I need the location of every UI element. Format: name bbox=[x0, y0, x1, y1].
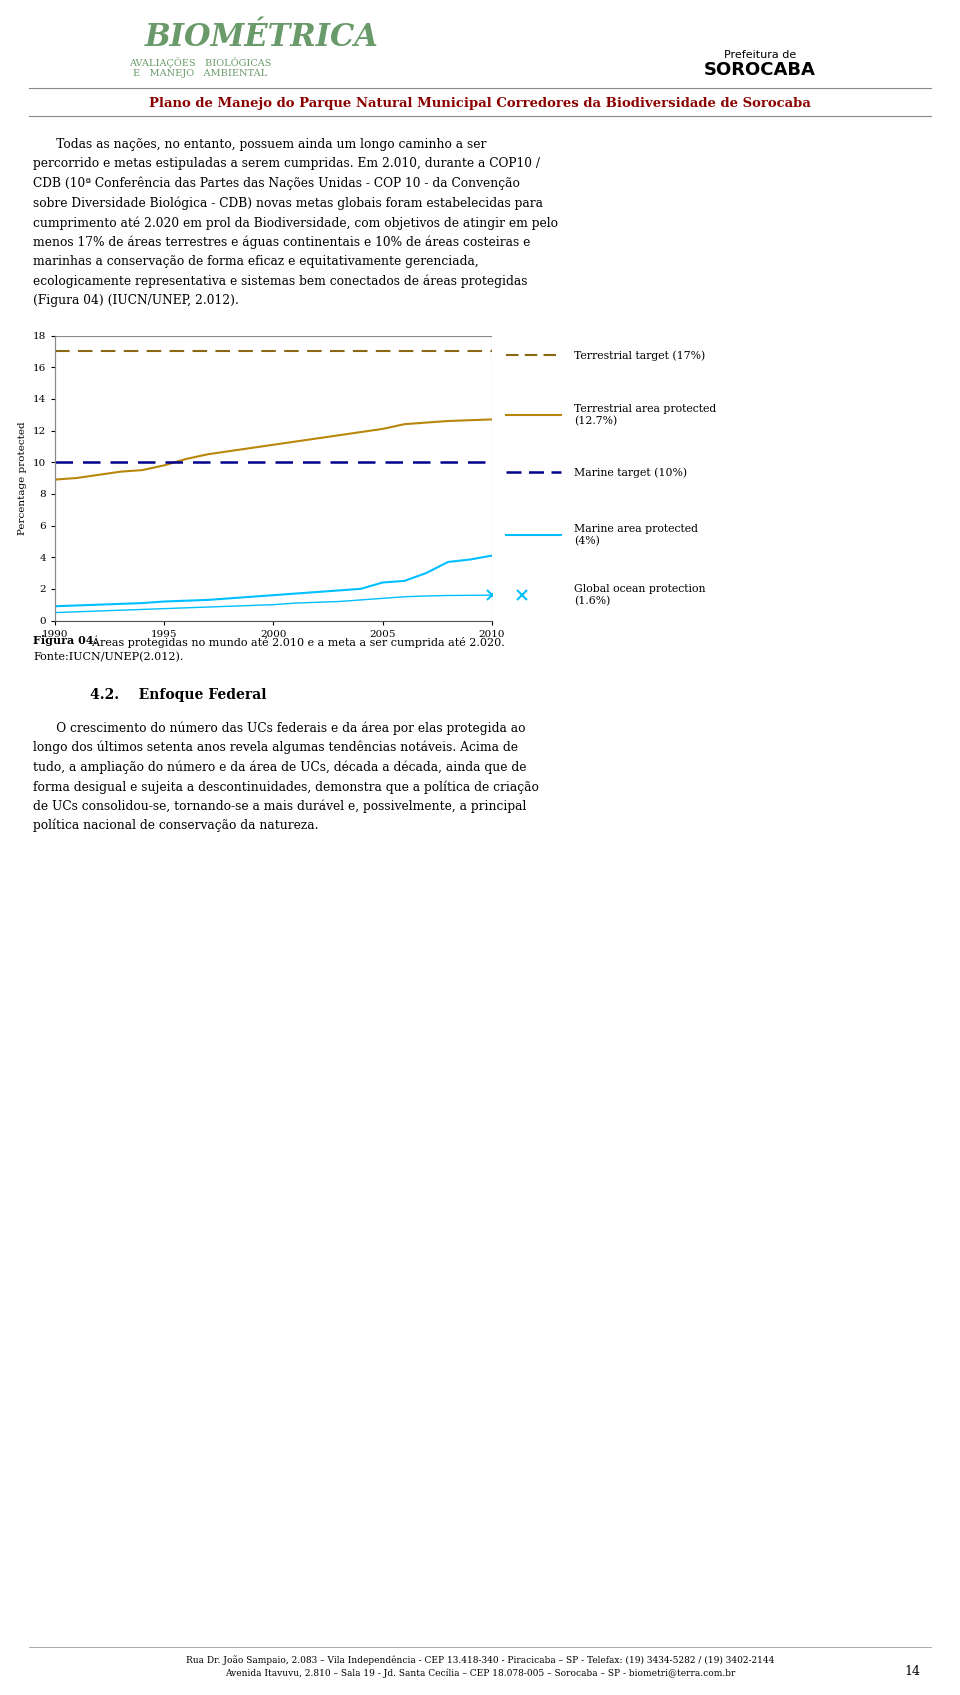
Text: (Figura 04) (IUCN/UNEP, 2.012).: (Figura 04) (IUCN/UNEP, 2.012). bbox=[33, 293, 239, 307]
Text: E   MANEJO   AMBIENTAL: E MANEJO AMBIENTAL bbox=[132, 69, 267, 78]
Text: Prefeitura de: Prefeitura de bbox=[724, 49, 796, 59]
Text: sobre Diversidade Biológica - CDB) novas metas globais foram estabelecidas para: sobre Diversidade Biológica - CDB) novas… bbox=[33, 197, 543, 210]
Text: ecologicamente representativa e sistemas bem conectados de áreas protegidas: ecologicamente representativa e sistemas… bbox=[33, 275, 527, 288]
Text: Áreas protegidas no mundo até 2.010 e a meta a ser cumprida até 2.020.: Áreas protegidas no mundo até 2.010 e a … bbox=[85, 636, 505, 647]
Text: SOROCABA: SOROCABA bbox=[704, 61, 816, 80]
Text: forma desigual e sujeita a descontinuidades, demonstra que a política de criação: forma desigual e sujeita a descontinuida… bbox=[33, 780, 539, 793]
Text: longo dos últimos setenta anos revela algumas tendências notáveis. Acima de: longo dos últimos setenta anos revela al… bbox=[33, 741, 518, 754]
Text: marinhas a conservação de forma eficaz e equitativamente gerenciada,: marinhas a conservação de forma eficaz e… bbox=[33, 254, 479, 268]
Text: Terrestrial target (17%): Terrestrial target (17%) bbox=[574, 351, 705, 361]
Text: percorrido e metas estipuladas a serem cumpridas. Em 2.010, durante a COP10 /: percorrido e metas estipuladas a serem c… bbox=[33, 158, 540, 171]
Text: Plano de Manejo do Parque Natural Municipal Corredores da Biodiversidade de Soro: Plano de Manejo do Parque Natural Munici… bbox=[149, 98, 811, 110]
Text: Marine area protected
(4%): Marine area protected (4%) bbox=[574, 524, 698, 546]
Text: Global ocean protection
(1.6%): Global ocean protection (1.6%) bbox=[574, 583, 706, 605]
Text: 14: 14 bbox=[904, 1664, 920, 1678]
Text: Terrestrial area protected
(12.7%): Terrestrial area protected (12.7%) bbox=[574, 405, 716, 425]
Text: 4.2.    Enfoque Federal: 4.2. Enfoque Federal bbox=[90, 688, 267, 702]
Text: Rua Dr. João Sampaio, 2.083 – Vila Independência - CEP 13.418-340 - Piracicaba –: Rua Dr. João Sampaio, 2.083 – Vila Indep… bbox=[186, 1654, 774, 1664]
Text: cumprimento até 2.020 em prol da Biodiversidade, com objetivos de atingir em pel: cumprimento até 2.020 em prol da Biodive… bbox=[33, 215, 558, 229]
Text: Figura 04.: Figura 04. bbox=[33, 636, 97, 646]
Text: tudo, a ampliação do número e da área de UCs, década a década, ainda que de: tudo, a ampliação do número e da área de… bbox=[33, 761, 526, 775]
Text: BIOMÉTRICA: BIOMÉTRICA bbox=[145, 22, 379, 54]
Text: menos 17% de áreas terrestres e águas continentais e 10% de áreas costeiras e: menos 17% de áreas terrestres e águas co… bbox=[33, 236, 530, 249]
Text: Todas as nações, no entanto, possuem ainda um longo caminho a ser: Todas as nações, no entanto, possuem ain… bbox=[33, 137, 487, 151]
Text: Avenida Itavuvu, 2.810 – Sala 19 - Jd. Santa Cecília – CEP 18.078-005 – Sorocaba: Avenida Itavuvu, 2.810 – Sala 19 - Jd. S… bbox=[225, 1670, 735, 1678]
Text: CDB (10ª Conferência das Partes das Nações Unidas - COP 10 - da Convenção: CDB (10ª Conferência das Partes das Naçõ… bbox=[33, 176, 520, 190]
Text: de UCs consolidou-se, tornando-se a mais durável e, possivelmente, a principal: de UCs consolidou-se, tornando-se a mais… bbox=[33, 800, 526, 814]
Y-axis label: Percentage protected: Percentage protected bbox=[18, 420, 27, 536]
Text: política nacional de conservação da natureza.: política nacional de conservação da natu… bbox=[33, 819, 319, 832]
Text: Marine target (10%): Marine target (10%) bbox=[574, 468, 687, 478]
Text: AVALIAÇÕES   BIOLÓGICAS: AVALIAÇÕES BIOLÓGICAS bbox=[129, 56, 272, 68]
Text: Fonte:IUCN/UNEP(2.012).: Fonte:IUCN/UNEP(2.012). bbox=[33, 651, 183, 661]
Text: O crescimento do número das UCs federais e da área por elas protegida ao: O crescimento do número das UCs federais… bbox=[33, 722, 525, 736]
